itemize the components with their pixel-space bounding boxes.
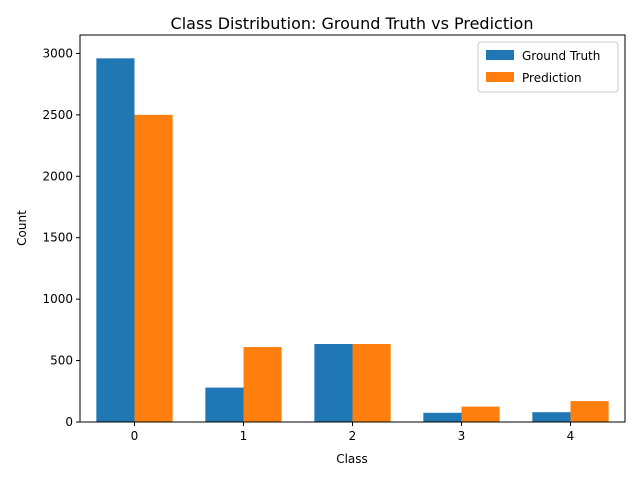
x-tick-label: 4: [567, 429, 575, 443]
x-tick-label: 0: [131, 429, 139, 443]
bar-prediction-class-0: [134, 114, 173, 423]
y-tick-label: 500: [50, 354, 73, 368]
legend: Ground Truth Prediction: [477, 41, 619, 93]
y-axis: 0 500 1000 1500 2000 2500 3000: [42, 46, 80, 429]
bar-ground-truth-class-1: [205, 387, 244, 422]
bar-prediction-class-2: [352, 343, 391, 422]
y-axis-label: Count: [15, 210, 29, 246]
bars-group: [96, 58, 609, 423]
legend-swatch-ground-truth: [486, 50, 514, 60]
legend-label-prediction: Prediction: [522, 71, 582, 85]
y-tick-label: 2500: [42, 108, 73, 122]
bar-ground-truth-class-2: [314, 343, 353, 422]
x-axis: 0 1 2 3 4: [131, 422, 575, 443]
x-tick-label: 1: [240, 429, 248, 443]
bar-prediction-class-1: [243, 347, 282, 422]
legend-swatch-prediction: [486, 72, 514, 82]
x-axis-label: Class: [336, 452, 368, 466]
y-tick-label: 1000: [42, 292, 73, 306]
chart-title: Class Distribution: Ground Truth vs Pred…: [171, 14, 534, 33]
bar-ground-truth-class-4: [532, 412, 571, 422]
bar-prediction-class-4: [570, 401, 609, 422]
x-tick-label: 3: [458, 429, 466, 443]
bar-ground-truth-class-3: [423, 412, 462, 422]
y-tick-label: 0: [65, 415, 73, 429]
bar-ground-truth-class-0: [96, 58, 135, 423]
legend-label-ground-truth: Ground Truth: [522, 49, 600, 63]
y-tick-label: 2000: [42, 169, 73, 183]
x-tick-label: 2: [349, 429, 357, 443]
y-tick-label: 3000: [42, 46, 73, 60]
bar-prediction-class-3: [461, 406, 500, 422]
y-tick-label: 1500: [42, 231, 73, 245]
